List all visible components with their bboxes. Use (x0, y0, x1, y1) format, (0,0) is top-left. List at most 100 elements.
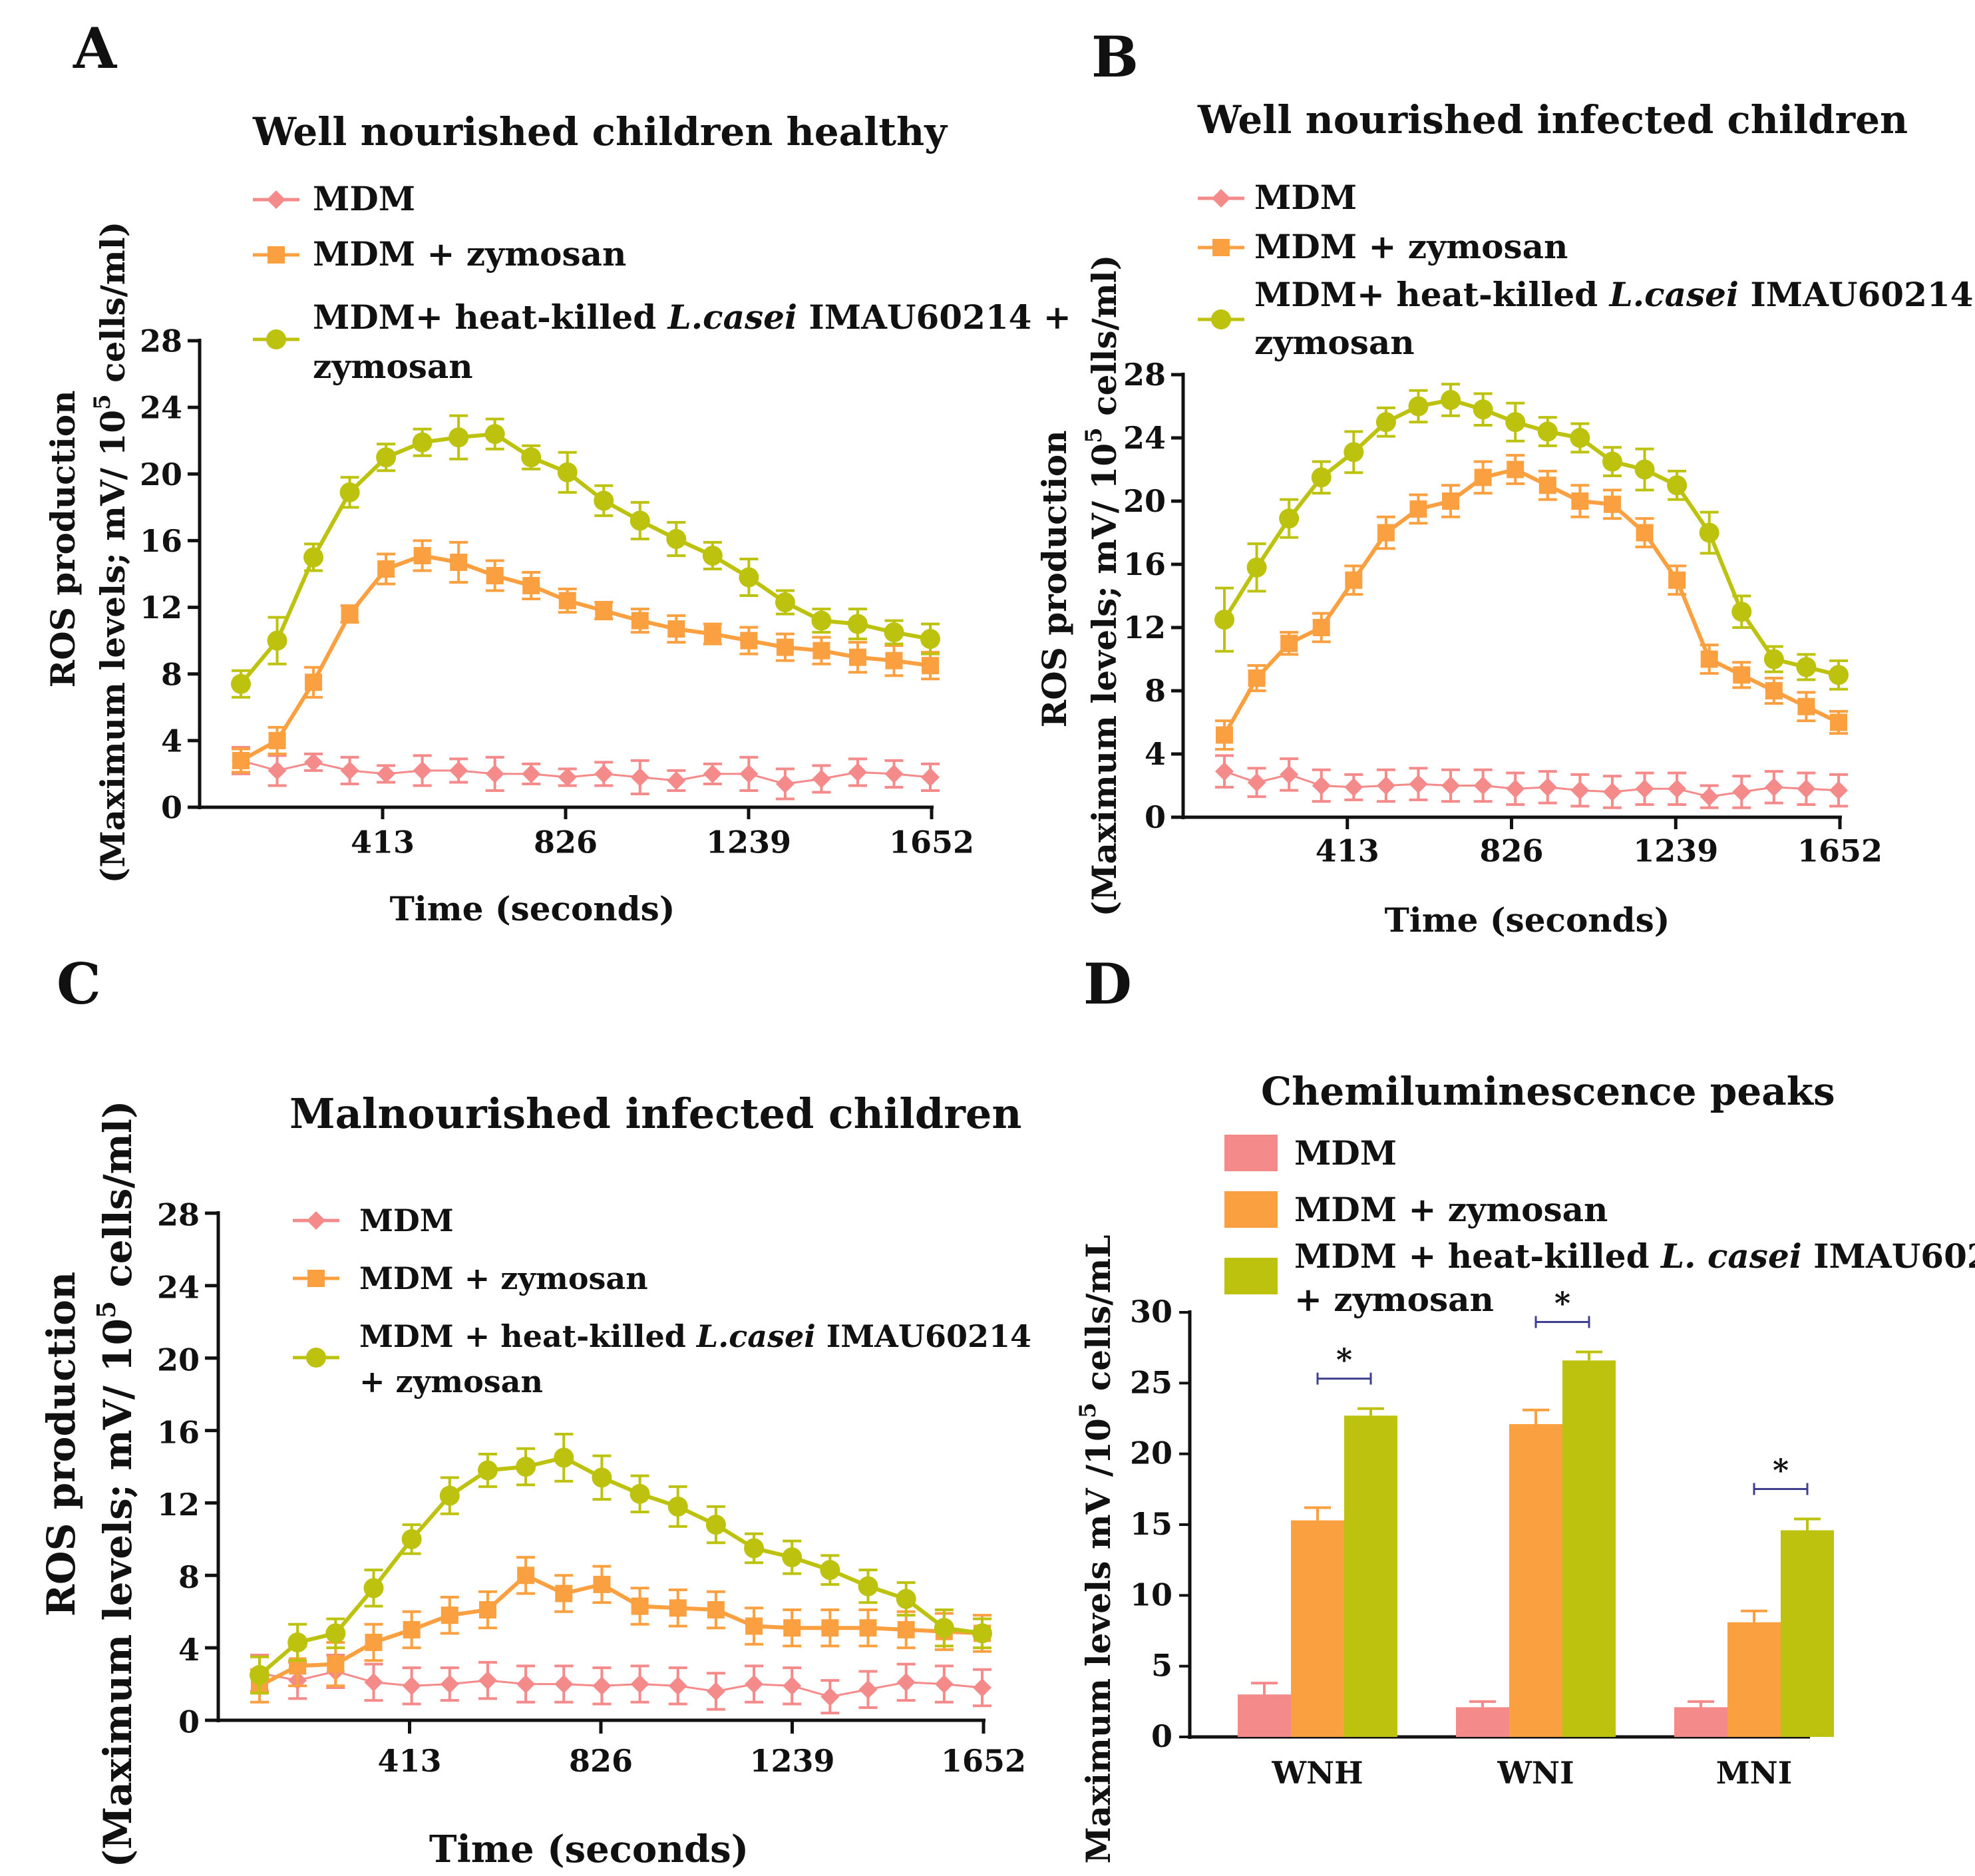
panel-title-a: Well nourished children healthy (252, 109, 948, 154)
data-point-c-mdm (668, 1676, 687, 1696)
bar-wnh-casei (1344, 1415, 1397, 1737)
data-point-b-mdm (1797, 779, 1816, 799)
data-point-a-zymosan (595, 602, 613, 620)
data-point-a-zymosan (232, 751, 250, 769)
data-point-c-zymosan (821, 1619, 839, 1637)
series-b-zymosan (1215, 454, 1848, 751)
legend-c-casei-marker (306, 1348, 326, 1368)
legend-c-zymosan: MDM + zymosan (293, 1260, 648, 1296)
data-point-c-casei (401, 1529, 422, 1549)
data-point-a-casei (920, 629, 940, 650)
data-point-a-casei (702, 545, 723, 566)
series-c-casei (250, 1433, 992, 1695)
data-point-c-zymosan (859, 1619, 877, 1637)
series-a-mdm (232, 745, 940, 801)
legend-c-casei-label-line2: + zymosan (359, 1364, 543, 1400)
data-point-b-zymosan (1538, 476, 1556, 494)
data-point-a-casei (884, 622, 904, 643)
y-tick-label-c: 20 (157, 1342, 200, 1378)
data-point-b-casei (1375, 412, 1396, 433)
data-point-b-zymosan (1409, 500, 1427, 518)
panel-title-b: Well nourished infected children (1197, 97, 1908, 142)
data-point-c-casei (896, 1589, 916, 1609)
data-point-c-casei (667, 1496, 688, 1517)
data-point-b-casei (1441, 390, 1461, 410)
data-point-a-casei (557, 462, 578, 482)
y-tick-label-c: 4 (178, 1632, 200, 1668)
data-point-c-mdm (896, 1672, 916, 1692)
y-tick-label-c: 28 (157, 1197, 200, 1233)
data-point-c-zymosan (327, 1655, 345, 1673)
data-point-c-casei (820, 1560, 840, 1581)
data-point-a-mdm (594, 764, 614, 783)
x-tick-label-d: MNI (1716, 1755, 1792, 1791)
legend-d-mdm-label: MDM (1294, 1133, 1397, 1173)
data-point-b-casei (1829, 665, 1849, 685)
data-point-a-zymosan (377, 560, 395, 578)
x-axis-label-c: Time (seconds) (429, 1827, 749, 1871)
data-point-b-casei (1602, 451, 1622, 472)
significance-star-mni: * (1773, 1452, 1789, 1488)
legend-b-casei-marker (1211, 309, 1231, 329)
data-point-a-casei (811, 610, 832, 631)
legend-b-mdm-marker (1212, 189, 1230, 208)
legend-c-casei: MDM + heat-killed L.casei IMAU60214 + zy… (293, 1318, 1031, 1400)
data-point-b-casei (1246, 557, 1267, 578)
panel-c: C Malnourished infected children MDM MDM… (39, 951, 1031, 1871)
y-axis-label-b-tail: cells/ml) (1085, 255, 1124, 428)
legend-d-mdm-swatch (1224, 1135, 1278, 1171)
legend-b-casei-pre: MDM+ heat-killed (1254, 275, 1610, 314)
data-point-c-mdm (402, 1676, 421, 1696)
legend-d-casei-swatch (1224, 1258, 1278, 1294)
data-point-b-zymosan (1345, 571, 1363, 589)
y-tick-label-c: 8 (178, 1559, 200, 1595)
y-tick-label-c: 16 (157, 1414, 200, 1450)
data-point-a-mdm (522, 764, 541, 783)
y-axis-label-c-line1: ROS production (39, 1272, 84, 1616)
legend-a-casei-marker (266, 329, 286, 349)
legend-a-casei-pre: MDM+ heat-killed (313, 297, 668, 337)
data-point-c-mdm (516, 1674, 536, 1694)
bar-mni-casei (1781, 1530, 1834, 1737)
data-point-a-zymosan (740, 632, 758, 650)
data-point-c-zymosan (631, 1597, 649, 1615)
x-axis-label-a: Time (seconds) (390, 889, 675, 928)
y-axis-label-d-tail: cells/mL (1079, 1234, 1118, 1402)
data-point-b-zymosan (1474, 469, 1492, 486)
panel-title-d: Chemiluminescence peaks (1261, 1069, 1835, 1114)
legend-a-zymosan-label: MDM + zymosan (313, 234, 626, 274)
data-point-c-casei (629, 1483, 650, 1504)
bar-mni-mdm (1674, 1707, 1727, 1737)
data-point-c-casei (325, 1623, 346, 1644)
plot-c-axes: 0 4 8 12 16 20 24 28 413 826 1239 1652 (157, 1197, 1026, 1779)
data-point-b-casei (1796, 657, 1817, 677)
data-point-b-zymosan (1248, 669, 1266, 687)
data-point-a-zymosan (450, 553, 468, 571)
legend-b-mdm-label: MDM (1254, 178, 1357, 217)
data-point-c-casei (858, 1576, 878, 1596)
data-point-b-zymosan (1668, 571, 1686, 589)
legend-c-zymosan-marker (307, 1270, 325, 1287)
x-tick-label-a: 826 (534, 825, 598, 860)
data-point-c-zymosan (593, 1575, 611, 1593)
legend-d-casei-pre: MDM + heat-killed (1294, 1236, 1661, 1276)
data-point-a-zymosan (667, 620, 685, 638)
y-tick-label-a: 28 (140, 323, 182, 359)
y-tick-label-d: 20 (1130, 1435, 1172, 1471)
data-point-b-casei (1279, 508, 1300, 529)
legend-c-casei-pre: MDM + heat-killed (359, 1318, 697, 1354)
data-point-a-mdm (340, 761, 359, 780)
data-point-b-zymosan (1571, 492, 1589, 510)
y-tick-label-a: 0 (161, 790, 182, 826)
data-point-a-zymosan (631, 612, 649, 630)
data-point-a-mdm (775, 774, 795, 793)
data-point-a-casei (303, 547, 324, 568)
plot-c-series (250, 1433, 992, 1715)
y-axis-label-b-main: (Maximum levels; mV/ 10 (1085, 443, 1124, 916)
data-point-a-mdm (667, 771, 686, 790)
data-point-c-zymosan (478, 1600, 496, 1618)
x-tick-label-c: 826 (569, 1743, 633, 1779)
legend-c-mdm-label: MDM (359, 1203, 454, 1238)
data-point-a-mdm (884, 764, 904, 783)
